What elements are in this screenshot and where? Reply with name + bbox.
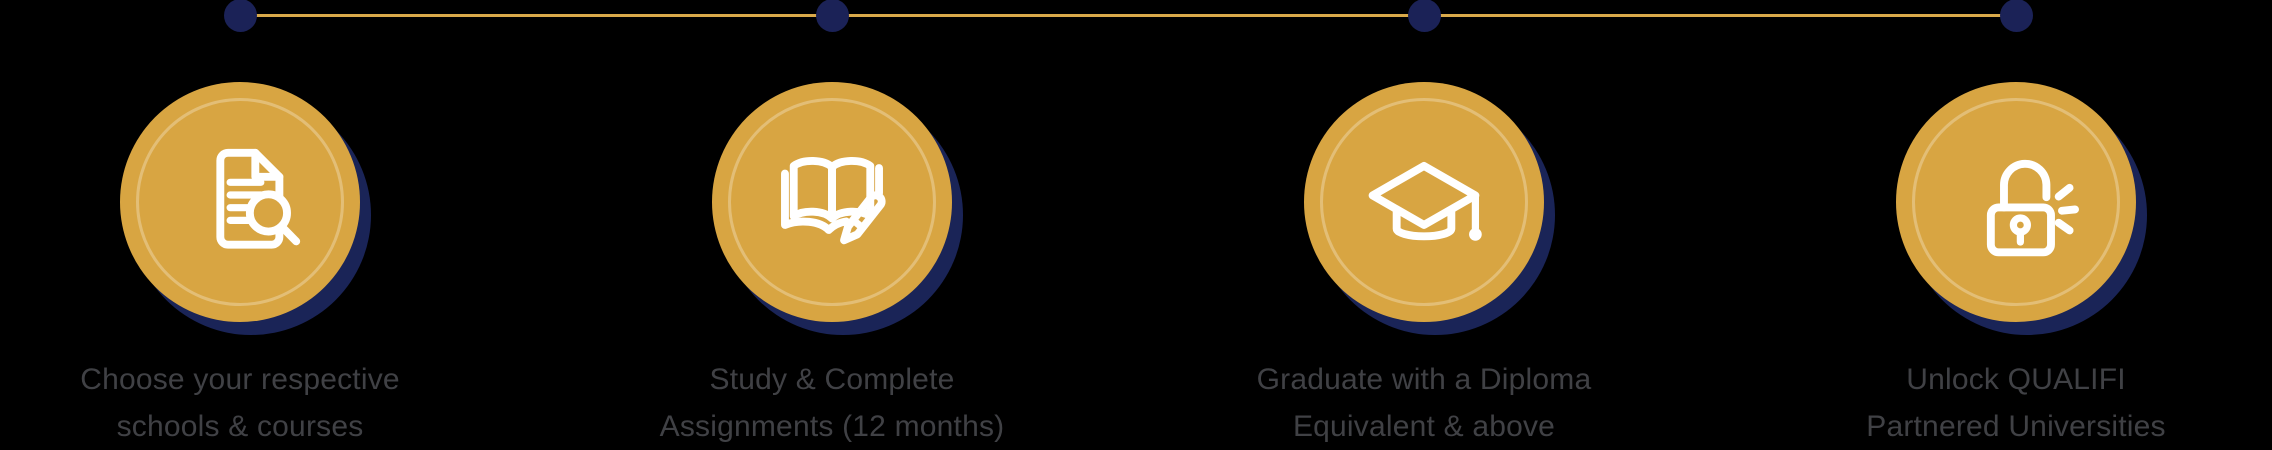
timeline-dot xyxy=(816,0,849,32)
step-item-3: Graduate with a Diploma Equivalent & abo… xyxy=(1184,0,1664,446)
step-label: Study & Complete Assignments (12 months) xyxy=(592,357,1072,450)
step-label-line1: Choose your respective xyxy=(0,357,480,404)
step-label: Unlock QUALIFI Partnered Universities xyxy=(1776,357,2256,450)
step-label: Choose your respective schools & courses xyxy=(0,357,480,450)
timeline-line xyxy=(240,14,2016,17)
step-label-line2: schools & courses xyxy=(0,404,480,450)
timeline-dot xyxy=(1408,0,1441,32)
step-item-4: Unlock QUALIFI Partnered Universities xyxy=(1776,0,2256,446)
step-label-line1: Graduate with a Diploma xyxy=(1184,357,1664,404)
step-label-line1: Study & Complete xyxy=(592,357,1072,404)
timeline-dot xyxy=(224,0,257,32)
step-badge xyxy=(712,82,952,322)
step-label-line2: Assignments (12 months) xyxy=(592,404,1072,450)
step-item-1: Choose your respective schools & courses xyxy=(0,0,480,446)
graduation-cap-icon xyxy=(1354,132,1494,272)
timeline-dot xyxy=(2000,0,2033,32)
unlock-icon xyxy=(1946,132,2086,272)
step-label-line2: Partnered Universities xyxy=(1776,404,2256,450)
step-badge xyxy=(1896,82,2136,322)
step-label: Graduate with a Diploma Equivalent & abo… xyxy=(1184,357,1664,450)
step-label-line1: Unlock QUALIFI xyxy=(1776,357,2256,404)
step-label-line2: Equivalent & above xyxy=(1184,404,1664,450)
document-search-icon xyxy=(170,132,310,272)
step-item-2: Study & Complete Assignments (12 months) xyxy=(592,0,1072,446)
book-pencil-icon xyxy=(762,132,902,272)
step-badge xyxy=(1304,82,1544,322)
step-badge xyxy=(120,82,360,322)
